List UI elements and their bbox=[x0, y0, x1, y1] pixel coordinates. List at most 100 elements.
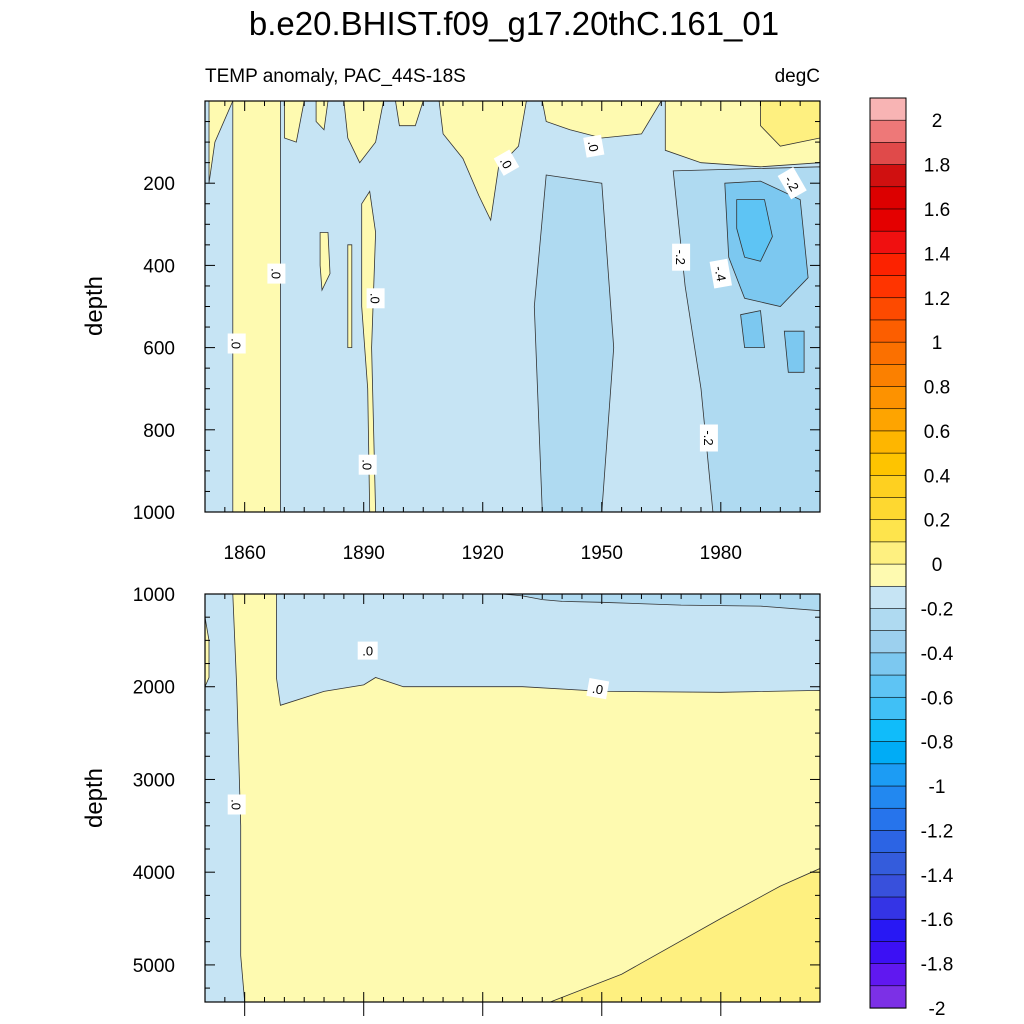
contour-label: -.4 bbox=[709, 258, 733, 289]
colorbar-swatch bbox=[869, 874, 907, 898]
contour-region bbox=[343, 101, 384, 164]
colorbar-swatch bbox=[869, 319, 907, 343]
colorbar-swatch bbox=[869, 696, 907, 721]
contour-region bbox=[205, 101, 820, 512]
svg-text:.0: .0 bbox=[362, 644, 373, 659]
contour-region bbox=[232, 594, 820, 1002]
svg-text:.0: .0 bbox=[368, 293, 383, 304]
svg-text:-.2: -.2 bbox=[701, 430, 716, 445]
colorbar-swatch bbox=[869, 119, 907, 143]
colorbar-swatch bbox=[869, 563, 907, 587]
contour-region bbox=[232, 101, 281, 512]
colorbar-swatch bbox=[869, 386, 907, 410]
y-tick-label: 600 bbox=[143, 339, 175, 360]
colorbar-swatch bbox=[869, 541, 907, 565]
x-tick-label: 1860 bbox=[224, 543, 266, 564]
colorbar-swatch bbox=[869, 297, 907, 321]
colorbar-swatch bbox=[869, 452, 907, 476]
y-tick-label: 400 bbox=[143, 256, 175, 277]
deep-ocean-panel: .0 .0 .0 1000 2000 3000 4000 5000 bbox=[133, 585, 821, 1016]
y-tick-label: 3000 bbox=[133, 770, 175, 791]
colorbar-swatch bbox=[869, 430, 907, 454]
colorbar-swatch bbox=[869, 763, 907, 787]
contour-region bbox=[395, 101, 424, 127]
svg-text:.0: .0 bbox=[591, 681, 604, 698]
contour-region bbox=[783, 330, 805, 373]
deep-ocean-contours: .0 .0 .0 bbox=[205, 594, 820, 1002]
contour-label: -.2 bbox=[777, 167, 807, 200]
colorbar-swatch bbox=[869, 630, 907, 654]
contour-label: .0 bbox=[586, 678, 610, 700]
colorbar-swatch bbox=[869, 896, 907, 920]
contour-region bbox=[347, 244, 353, 349]
colorbar-swatch bbox=[869, 519, 907, 543]
colorbar-label: -1.4 bbox=[921, 866, 954, 887]
contour-region bbox=[208, 101, 234, 184]
colorbar-swatch bbox=[869, 785, 907, 809]
colorbar-swatch bbox=[869, 674, 907, 698]
deep-depth-axis-label: depth bbox=[81, 768, 108, 828]
colorbar-swatch bbox=[869, 652, 907, 676]
colorbar-swatch bbox=[869, 341, 907, 365]
contour-region bbox=[736, 199, 773, 262]
colorbar-swatch bbox=[869, 164, 907, 188]
contour-region bbox=[740, 310, 765, 349]
x-tick-label: 1950 bbox=[581, 543, 623, 564]
colorbar-label: -0.2 bbox=[921, 600, 954, 621]
colorbar-label: -0.6 bbox=[921, 688, 954, 709]
colorbar-label: -0.4 bbox=[921, 644, 954, 665]
svg-text:.0: .0 bbox=[585, 140, 602, 153]
colorbar-label: 1.6 bbox=[924, 200, 950, 221]
colorbar-swatch bbox=[869, 807, 907, 832]
colorbar-swatch bbox=[869, 941, 907, 965]
colorbar-label: 1.8 bbox=[924, 156, 950, 177]
colorbar-swatch bbox=[869, 830, 907, 854]
colorbar-swatch bbox=[869, 497, 907, 521]
contour-region bbox=[205, 617, 210, 687]
contour-label: .0 bbox=[267, 263, 286, 284]
colorbar-swatch bbox=[869, 608, 907, 632]
colorbar-swatch bbox=[869, 852, 907, 876]
contour-region bbox=[550, 868, 820, 1002]
colorbar-swatch bbox=[869, 97, 907, 121]
contour-label: .0 bbox=[227, 794, 246, 815]
upper-ocean-panel: .0 .0 .0 .0 .0 .0 -.2 -.4 -.2 -.2 1860 1890 1920 1950… bbox=[133, 100, 821, 564]
upper-ocean-contours: .0 .0 .0 .0 .0 .0 -.2 -.4 -.2 -.2 bbox=[205, 101, 820, 512]
colorbar-swatch bbox=[869, 275, 907, 299]
svg-text:-.4: -.4 bbox=[712, 265, 729, 283]
contour-region bbox=[283, 101, 305, 143]
colorbar-label: 0.8 bbox=[924, 378, 950, 399]
svg-text:.0: .0 bbox=[360, 459, 375, 470]
colorbar-label: 1.2 bbox=[924, 289, 950, 310]
colorbar-swatch bbox=[869, 253, 907, 277]
colorbar-label: 0.2 bbox=[924, 511, 950, 532]
colorbar-swatch bbox=[869, 918, 907, 943]
colorbar-swatch bbox=[869, 741, 907, 765]
colorbar-label: 0.6 bbox=[924, 422, 950, 443]
colorbar-swatch bbox=[869, 963, 907, 987]
contour-region bbox=[315, 101, 329, 131]
y-tick-label: 200 bbox=[143, 174, 175, 195]
svg-text:-.2: -.2 bbox=[781, 173, 802, 194]
y-tick-label: 1000 bbox=[133, 585, 175, 606]
svg-text:.0: .0 bbox=[229, 338, 244, 349]
contour-label: -.2 bbox=[699, 424, 718, 452]
colorbar: 2 1.8 1.6 1.4 1.2 1 0.8 0.6 0.4 0.2 0 -0.2 -0.4 -0.6 -… bbox=[869, 97, 954, 1020]
units-label: degC bbox=[775, 66, 820, 87]
colorbar-swatch bbox=[869, 230, 907, 254]
colorbar-swatch bbox=[869, 186, 907, 210]
svg-text:.0: .0 bbox=[229, 799, 244, 810]
y-tick-label: 5000 bbox=[133, 956, 175, 977]
colorbar-swatch bbox=[869, 208, 907, 232]
y-tick-label: 1000 bbox=[133, 503, 175, 524]
y-tick-label: 4000 bbox=[133, 863, 175, 884]
colorbar-label: -1 bbox=[929, 777, 946, 798]
colorbar-label: -1.6 bbox=[921, 910, 954, 931]
colorbar-label: 0 bbox=[932, 555, 943, 576]
upper-depth-axis-label: depth bbox=[81, 276, 108, 336]
colorbar-swatch bbox=[869, 142, 907, 166]
contour-label: .0 bbox=[358, 454, 377, 475]
contour-region bbox=[438, 101, 527, 222]
svg-text:-.2: -.2 bbox=[673, 250, 688, 265]
colorbar-swatch bbox=[869, 719, 907, 743]
